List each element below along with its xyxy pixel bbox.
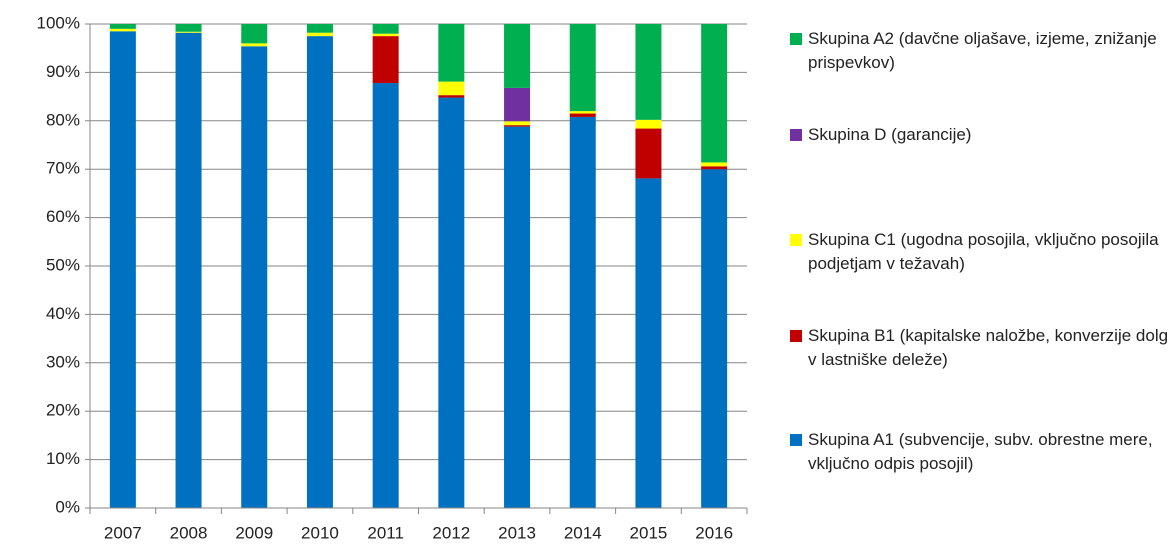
bar-segment <box>504 24 531 88</box>
bar-segment <box>438 95 465 98</box>
y-tick-label: 30% <box>46 352 80 371</box>
y-tick-label: 100% <box>37 13 80 32</box>
bar-segment <box>701 166 728 170</box>
legend-item: Skupina B1 (kapitalske naložbe, konverzi… <box>790 324 1168 372</box>
bar-segment <box>504 121 531 126</box>
bar-segment <box>372 36 399 84</box>
bar-segment <box>569 113 596 117</box>
legend-item: Skupina A1 (subvencije, subv. obrestne m… <box>790 428 1168 476</box>
legend-swatch <box>790 434 802 446</box>
legend-label: Skupina B1 (kapitalske naložbe, konverzi… <box>808 326 1168 369</box>
bar-segment <box>569 24 596 112</box>
y-tick-label: 20% <box>46 401 80 420</box>
bar-segment <box>241 46 268 508</box>
y-tick-label: 80% <box>46 110 80 129</box>
x-tick-label: 2015 <box>630 523 668 542</box>
x-tick-label: 2011 <box>367 523 404 542</box>
bar-segment <box>372 24 399 34</box>
bar-segment <box>241 43 268 47</box>
bar-segment <box>306 36 333 508</box>
x-tick-label: 2013 <box>498 523 536 542</box>
bar-segment <box>504 87 531 122</box>
y-tick-label: 0% <box>55 497 80 516</box>
legend-swatch <box>790 129 802 141</box>
bar-segment <box>109 24 136 29</box>
legend-label: Skupina D (garancije) <box>808 125 972 144</box>
y-tick-label: 50% <box>46 255 80 274</box>
bar-segment <box>504 126 531 508</box>
legend-item: Skupina C1 (ugodna posojila, vključno po… <box>790 228 1168 276</box>
legend-swatch <box>790 33 802 45</box>
bar-segment <box>438 97 465 509</box>
legend-item: Skupina D (garancije) <box>790 123 1168 147</box>
bar-segment <box>175 32 202 508</box>
y-tick-label: 70% <box>46 159 80 178</box>
bar-segment <box>175 31 202 33</box>
bar-segment <box>569 116 596 508</box>
bar-segment <box>306 32 333 37</box>
bar-segment <box>635 178 662 508</box>
bar-segment <box>701 162 728 167</box>
legend-label: Skupina A1 (subvencije, subv. obrestne m… <box>808 430 1153 473</box>
y-tick-label: 60% <box>46 207 80 226</box>
bar-segment <box>635 128 662 179</box>
bar-segment <box>372 33 399 37</box>
bar-segment <box>241 24 268 44</box>
bar-segment <box>109 31 136 508</box>
bar-segment <box>306 24 333 33</box>
legend-swatch <box>790 234 802 246</box>
bar-segment <box>438 24 465 82</box>
legend-swatch <box>790 330 802 342</box>
bar-segment <box>635 24 662 120</box>
bar-segment <box>635 119 662 129</box>
bar-segment <box>438 81 465 96</box>
x-tick-label: 2012 <box>432 523 470 542</box>
legend-item: Skupina A2 (davčne oljašave, izjeme, zni… <box>790 27 1168 75</box>
bar-segment <box>701 169 728 508</box>
y-tick-label: 10% <box>46 449 80 468</box>
legend-label: Skupina A2 (davčne oljašave, izjeme, zni… <box>808 29 1157 72</box>
bar-segment <box>372 83 399 508</box>
bar-segment <box>175 24 202 32</box>
y-tick-label: 90% <box>46 62 80 81</box>
x-tick-label: 2007 <box>104 523 142 542</box>
bar-segment <box>701 24 728 163</box>
bar-segment <box>109 28 136 32</box>
legend-label: Skupina C1 (ugodna posojila, vključno po… <box>808 230 1159 273</box>
bar-segment <box>504 125 531 127</box>
x-tick-label: 2009 <box>235 523 273 542</box>
x-tick-label: 2008 <box>170 523 208 542</box>
x-tick-label: 2016 <box>695 523 733 542</box>
y-tick-label: 40% <box>46 304 80 323</box>
x-tick-label: 2010 <box>301 523 339 542</box>
x-tick-label: 2014 <box>564 523 602 542</box>
bar-segment <box>569 111 596 114</box>
